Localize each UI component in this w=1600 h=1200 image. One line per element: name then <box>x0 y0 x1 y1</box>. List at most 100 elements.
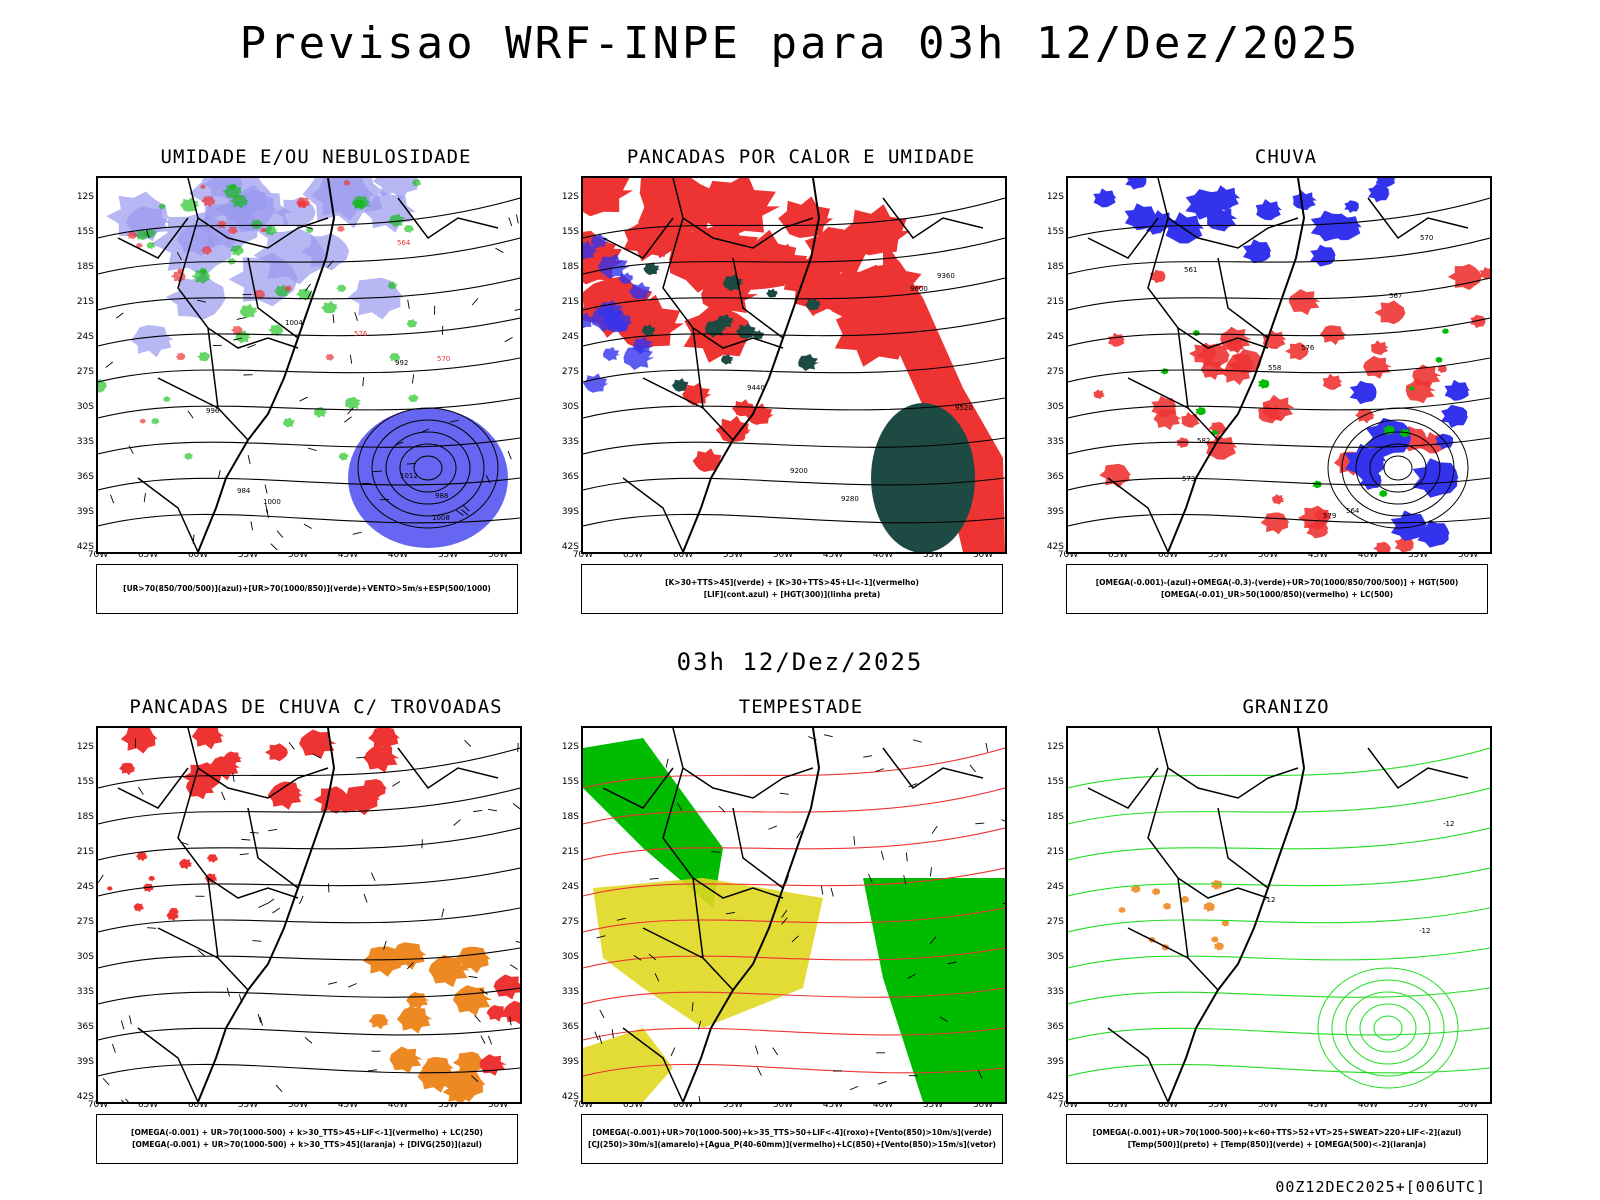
lon-tick-label: 60W <box>187 550 209 560</box>
lat-tick-label: 21S <box>561 847 579 857</box>
panel-pancadas-calor: PANCADAS POR CALOR E UMIDADE 12S 15S 18S 21S… <box>551 146 1051 624</box>
lat-tick-label: 15S <box>76 227 94 237</box>
lon-tick-label: 45W <box>1307 1100 1329 1110</box>
legend-line: [OMEGA(-0.01)_UR>50(1000/850)(vermelho) … <box>1160 590 1394 599</box>
lat-tick-label: 33S <box>561 987 579 997</box>
lat-tick-label: 30S <box>76 952 94 962</box>
lat-tick-label: 42S <box>561 1092 579 1102</box>
lat-tick-label: 12S <box>76 192 94 202</box>
lat-tick-label: 39S <box>1046 507 1064 517</box>
lat-tick-label: 18S <box>561 812 579 822</box>
contour-label: 9360 <box>937 272 955 280</box>
contour-label: 579 <box>1323 512 1336 520</box>
map-area: 9600 9520 9440 9360 9280 9200 <box>581 176 1007 554</box>
shaded-fields <box>583 738 1005 1102</box>
panel-legend: [UR>70(850/700/500)](azul)+[UR>70(1000/8… <box>96 564 518 614</box>
lon-tick-label: 55W <box>1207 550 1229 560</box>
contour-lines <box>1068 747 1490 1077</box>
lon-tick-label: 65W <box>622 550 644 560</box>
lat-tick-label: 21S <box>1046 297 1064 307</box>
lon-tick-label: 35W <box>1407 1100 1429 1110</box>
contour-lines <box>98 197 520 527</box>
contour-label: 996 <box>206 407 220 415</box>
lat-tick-label: 12S <box>76 742 94 752</box>
panel-title: TEMPESTADE <box>738 696 864 718</box>
lat-tick-label: 39S <box>561 507 579 517</box>
lat-tick-label: 27S <box>1046 367 1064 377</box>
panel-title: PANCADAS POR CALOR E UMIDADE <box>626 146 976 168</box>
run-info-footer: 00Z12DEC2025+[006UTC] <box>1275 1178 1486 1196</box>
map-area <box>581 726 1007 1104</box>
contour-label: 9520 <box>955 404 973 412</box>
lon-tick-label: 70W <box>572 550 594 560</box>
contour-label: 570 <box>437 355 450 363</box>
lon-tick-label: 70W <box>87 1100 109 1110</box>
lon-tick-label: 35W <box>922 1100 944 1110</box>
lon-tick-label: 40W <box>1357 550 1379 560</box>
panel-umidade: UMIDADE E/OU NEBULOSIDADE 12S 15S 18S 21S 24S… <box>66 146 566 624</box>
lat-tick-label: 18S <box>1046 812 1064 822</box>
lat-tick-label: 30S <box>561 952 579 962</box>
lon-tick-label: 30W <box>487 550 509 560</box>
contour-label: 1008 <box>432 514 450 522</box>
wind-vectors <box>98 738 520 1102</box>
lon-tick-label: 50W <box>772 550 794 560</box>
lon-tick-label: 50W <box>1257 1100 1279 1110</box>
lat-tick-label: 30S <box>76 402 94 412</box>
legend-line: [OMEGA(-0.001) + UR>70(1000-500) + k>30_… <box>131 1128 483 1137</box>
lat-tick-label: 24S <box>76 882 94 892</box>
lat-tick-label: 42S <box>1046 1092 1064 1102</box>
legend-line: [UR>70(850/700/500)](azul)+[UR>70(1000/8… <box>123 584 491 593</box>
panel-title: UMIDADE E/OU NEBULOSIDADE <box>160 146 472 168</box>
wind-vectors <box>594 734 1005 1102</box>
lat-tick-label: 27S <box>1046 917 1064 927</box>
lon-tick-label: 65W <box>1107 550 1129 560</box>
legend-line: [K>30+TTS>45](verde) + [K>30+TTS>45+LI<-… <box>665 578 919 587</box>
lat-tick-label: 42S <box>561 542 579 552</box>
lat-tick-label: 39S <box>76 507 94 517</box>
lat-tick-label: 36S <box>76 472 94 482</box>
contour-label: 576 <box>354 330 368 338</box>
map-area <box>96 726 522 1104</box>
map-area: 1012 1008 1004 1000 996 992 988 984 576 570 564 <box>96 176 522 554</box>
contour-label: 1012 <box>400 472 418 480</box>
lon-tick-label: 70W <box>87 550 109 560</box>
lat-tick-label: 33S <box>1046 987 1064 997</box>
contour-label: 558 <box>1268 364 1281 372</box>
map-svg: 582 579 576 573 570 567 564 561 558 <box>1068 178 1490 552</box>
panel-granizo: GRANIZO 12S 15S 18S 21S 24S 27S 30S 33S 36S 39S 42S… <box>1036 696 1536 1174</box>
contour-lines <box>98 747 520 1077</box>
lon-tick-label: 60W <box>187 1100 209 1110</box>
lon-tick-label: 65W <box>622 1100 644 1110</box>
lon-tick-label: 35W <box>922 550 944 560</box>
lon-tick-label: 55W <box>722 1100 744 1110</box>
lat-tick-label: 42S <box>76 1092 94 1102</box>
lon-tick-label: 30W <box>972 1100 994 1110</box>
lat-tick-label: 33S <box>1046 437 1064 447</box>
lat-tick-label: 12S <box>1046 742 1064 752</box>
legend-line: [Temp(500)](preto) + [Temp(850)](verde) … <box>1127 1140 1427 1149</box>
contour-label: 582 <box>1197 437 1210 445</box>
legend-line: [OMEGA(-0.001) + UR>70(1000-500) + k>30_… <box>132 1140 482 1149</box>
lon-tick-label: 40W <box>387 550 409 560</box>
lat-tick-label: 12S <box>561 742 579 752</box>
wind-vectors <box>105 214 520 551</box>
contour-label: 9600 <box>910 285 928 293</box>
lat-tick-label: 27S <box>561 917 579 927</box>
contour-label: -12 <box>1443 820 1454 828</box>
lat-tick-label: 30S <box>561 402 579 412</box>
lat-tick-label: 27S <box>76 917 94 927</box>
lat-tick-label: 24S <box>561 882 579 892</box>
lat-tick-label: 12S <box>1046 192 1064 202</box>
lat-tick-label: 18S <box>76 262 94 272</box>
lat-tick-label: 24S <box>1046 332 1064 342</box>
lon-tick-label: 40W <box>872 1100 894 1110</box>
lon-tick-label: 50W <box>772 1100 794 1110</box>
contour-label: -12 <box>1264 896 1275 904</box>
lon-tick-label: 30W <box>487 1100 509 1110</box>
lon-tick-label: 35W <box>1407 550 1429 560</box>
lat-tick-label: 36S <box>1046 1022 1064 1032</box>
lat-tick-label: 42S <box>76 542 94 552</box>
lon-tick-label: 60W <box>672 1100 694 1110</box>
map-area: 582 579 576 573 570 567 564 561 558 <box>1066 176 1492 554</box>
